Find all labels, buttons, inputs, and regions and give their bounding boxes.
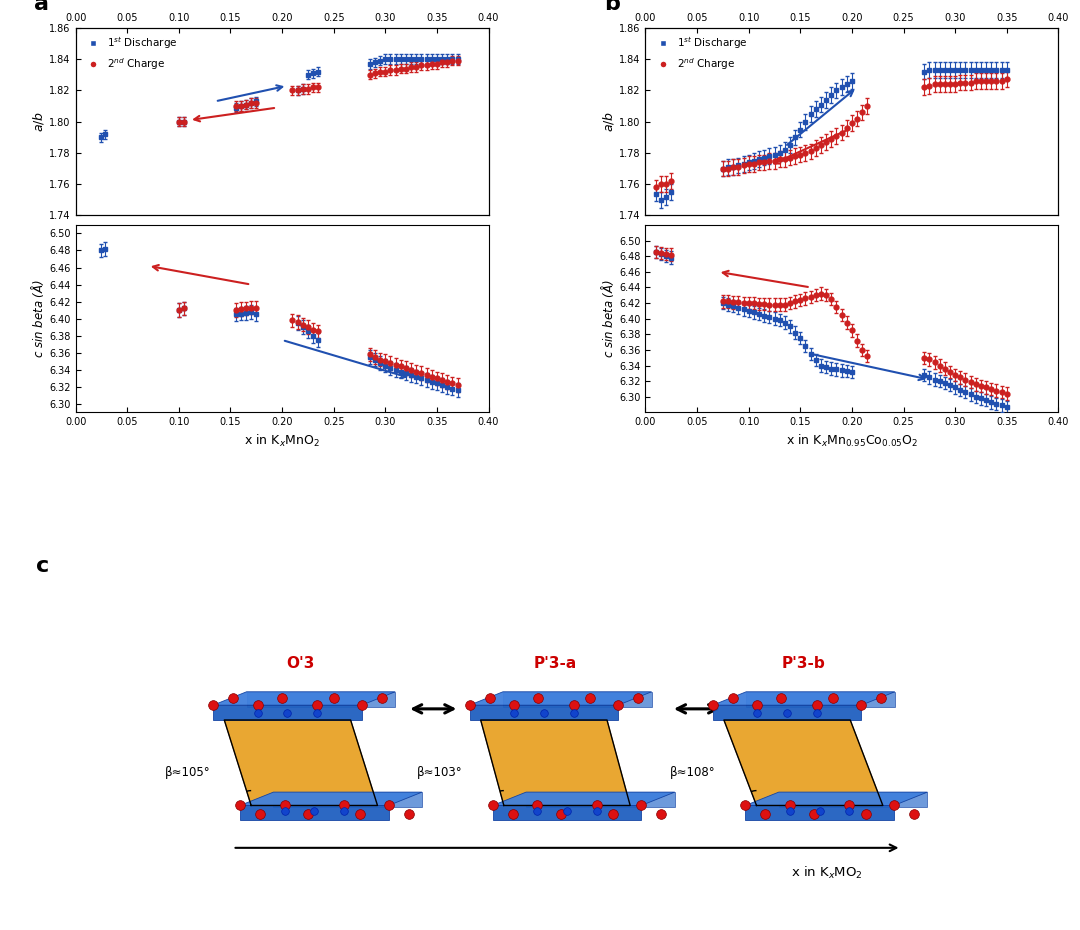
Polygon shape [713,705,862,720]
Text: x in K$_x$MO$_2$: x in K$_x$MO$_2$ [792,865,863,881]
Y-axis label: $c$ $sin$ $beta$ (Å): $c$ $sin$ $beta$ (Å) [599,279,617,358]
X-axis label: x in K$_x$Mn$_{0.95}$Co$_{0.05}$O$_2$: x in K$_x$Mn$_{0.95}$Co$_{0.05}$O$_2$ [786,432,918,449]
Polygon shape [503,692,651,707]
Text: β≈103°: β≈103° [417,765,463,778]
Text: P'3-b: P'3-b [782,656,825,671]
Polygon shape [745,792,928,805]
Polygon shape [713,692,895,705]
Polygon shape [225,720,378,805]
Legend: 1$^{st}$ Discharge, 2$^{nd}$ Charge: 1$^{st}$ Discharge, 2$^{nd}$ Charge [650,33,750,74]
Polygon shape [470,692,651,705]
Y-axis label: $a/b$: $a/b$ [602,111,617,132]
Polygon shape [246,692,395,707]
Text: c: c [37,556,50,576]
Text: a: a [35,0,50,14]
Polygon shape [213,705,362,720]
Polygon shape [492,805,642,820]
Y-axis label: $c$ $sin$ $beta$ (Å): $c$ $sin$ $beta$ (Å) [29,279,46,358]
Polygon shape [213,692,395,705]
Legend: 1$^{st}$ Discharge, 2$^{nd}$ Charge: 1$^{st}$ Discharge, 2$^{nd}$ Charge [81,33,179,74]
X-axis label: x in K$_x$MnO$_2$: x in K$_x$MnO$_2$ [244,432,320,449]
Text: O'3: O'3 [286,656,315,671]
Text: b: b [604,0,620,14]
Polygon shape [779,792,928,807]
Text: β≈108°: β≈108° [670,765,716,778]
Polygon shape [492,792,675,805]
Text: β≈105°: β≈105° [164,765,211,778]
Text: P'3-a: P'3-a [534,656,577,671]
Polygon shape [240,805,389,820]
Polygon shape [526,792,675,807]
Polygon shape [746,692,895,707]
Polygon shape [470,705,618,720]
Polygon shape [481,720,630,805]
Y-axis label: $a/b$: $a/b$ [31,111,46,132]
Polygon shape [745,805,894,820]
Polygon shape [724,720,882,805]
Polygon shape [273,792,422,807]
Polygon shape [240,792,422,805]
